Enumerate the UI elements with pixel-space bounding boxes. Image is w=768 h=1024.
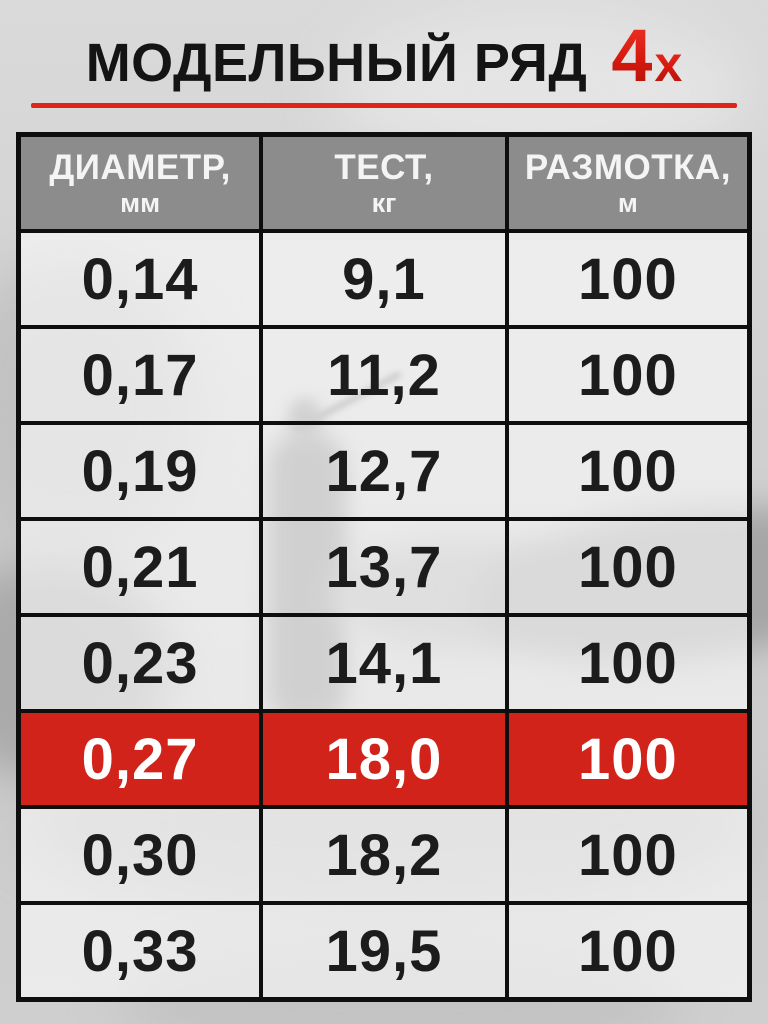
cell-test: 12,7 [259,421,509,522]
table-row: 0,33 19,5 100 [16,901,752,1002]
title-highlight-4: 4 [611,12,652,99]
cell-length: 100 [504,517,752,618]
page-title-text: МОДЕЛЬНЫЙ РЯД [85,33,588,93]
cell-length: 100 [504,805,752,906]
cell-test: 14,1 [259,613,509,714]
table-row: 0,27 18,0 100 [16,709,752,810]
title-underline [31,103,737,109]
column-label: ДИАМЕТР, [49,148,231,188]
page-title: МОДЕЛЬНЫЙ РЯД 4 x [86,12,683,99]
cell-test: 18,0 [259,709,509,810]
cell-length: 100 [504,709,752,810]
cell-test: 9,1 [259,229,509,330]
table-row: 0,17 11,2 100 [16,325,752,426]
cell-diameter: 0,23 [16,613,264,714]
cell-length: 100 [504,325,752,426]
cell-test: 11,2 [259,325,509,426]
column-unit: кг [371,188,397,219]
spec-table: ДИАМЕТР, мм ТЕСТ, кг РАЗМОТКА, м 0,14 9,… [16,132,752,1003]
cell-length: 100 [504,613,752,714]
column-label: ТЕСТ, [334,148,434,188]
title-highlight-x: x [654,36,683,92]
table-row: 0,21 13,7 100 [16,517,752,618]
cell-test: 19,5 [259,901,509,1002]
cell-length: 100 [504,901,752,1002]
cell-diameter: 0,17 [16,325,264,426]
column-unit: м [617,188,638,219]
cell-diameter: 0,21 [16,517,264,618]
table-row: 0,14 9,1 100 [16,229,752,330]
title-block: МОДЕЛЬНЫЙ РЯД 4 x [0,0,768,109]
cell-length: 100 [504,421,752,522]
cell-diameter: 0,19 [16,421,264,522]
table-row: 0,19 12,7 100 [16,421,752,522]
table-row: 0,30 18,2 100 [16,805,752,906]
cell-length: 100 [504,229,752,330]
table-header-row: ДИАМЕТР, мм ТЕСТ, кг РАЗМОТКА, м [16,132,752,234]
cell-diameter: 0,27 [16,709,264,810]
column-unit: мм [120,188,161,219]
column-header-length: РАЗМОТКА, м [504,132,752,234]
column-label: РАЗМОТКА, [524,148,731,188]
cell-diameter: 0,14 [16,229,264,330]
cell-diameter: 0,30 [16,805,264,906]
cell-diameter: 0,33 [16,901,264,1002]
column-header-test: ТЕСТ, кг [259,132,509,234]
table-row: 0,23 14,1 100 [16,613,752,714]
column-header-diameter: ДИАМЕТР, мм [16,132,264,234]
cell-test: 13,7 [259,517,509,618]
table-body: 0,14 9,1 100 0,17 11,2 100 0,19 12,7 100… [16,229,752,1002]
cell-test: 18,2 [259,805,509,906]
